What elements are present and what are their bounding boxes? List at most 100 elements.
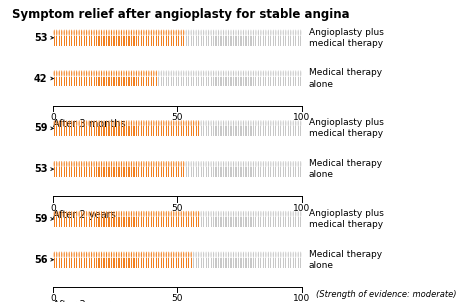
- Ellipse shape: [240, 211, 242, 217]
- Bar: [245, 217, 247, 227]
- Bar: [94, 77, 95, 86]
- Bar: [143, 77, 144, 86]
- Ellipse shape: [78, 30, 80, 36]
- Ellipse shape: [176, 211, 177, 217]
- Bar: [250, 217, 252, 227]
- Bar: [203, 167, 204, 177]
- Ellipse shape: [59, 161, 60, 167]
- Bar: [263, 217, 264, 227]
- Ellipse shape: [111, 70, 112, 77]
- Bar: [295, 77, 296, 86]
- Bar: [228, 36, 229, 46]
- Ellipse shape: [240, 30, 242, 36]
- Ellipse shape: [208, 30, 209, 36]
- Text: 53: 53: [34, 164, 47, 174]
- Bar: [158, 127, 160, 136]
- Bar: [148, 258, 149, 268]
- Bar: [163, 127, 165, 136]
- Ellipse shape: [186, 211, 187, 217]
- Bar: [69, 258, 70, 268]
- Ellipse shape: [248, 30, 249, 36]
- Bar: [138, 167, 140, 177]
- Ellipse shape: [223, 252, 224, 258]
- Bar: [255, 258, 256, 268]
- Bar: [195, 36, 197, 46]
- Text: Symptom relief after angioplasty for stable angina: Symptom relief after angioplasty for sta…: [12, 8, 349, 21]
- Bar: [186, 77, 187, 86]
- Ellipse shape: [228, 211, 229, 217]
- Ellipse shape: [295, 161, 296, 167]
- Bar: [270, 258, 272, 268]
- Bar: [165, 127, 167, 136]
- Bar: [285, 217, 286, 227]
- Bar: [260, 167, 261, 177]
- Ellipse shape: [288, 211, 289, 217]
- Bar: [66, 77, 67, 86]
- Ellipse shape: [133, 161, 135, 167]
- Bar: [233, 77, 234, 86]
- Ellipse shape: [121, 252, 122, 258]
- Text: 53: 53: [34, 33, 47, 43]
- Ellipse shape: [173, 211, 174, 217]
- Ellipse shape: [56, 211, 57, 217]
- Ellipse shape: [83, 70, 85, 77]
- Ellipse shape: [118, 120, 119, 127]
- Bar: [153, 36, 154, 46]
- Ellipse shape: [230, 211, 231, 217]
- Ellipse shape: [188, 120, 189, 127]
- Ellipse shape: [173, 120, 174, 127]
- Ellipse shape: [136, 211, 137, 217]
- Ellipse shape: [74, 252, 75, 258]
- Bar: [56, 217, 57, 227]
- Bar: [176, 217, 177, 227]
- Bar: [141, 217, 142, 227]
- Bar: [290, 36, 291, 46]
- Ellipse shape: [206, 252, 207, 258]
- Bar: [151, 36, 152, 46]
- Ellipse shape: [201, 70, 202, 77]
- Ellipse shape: [161, 161, 162, 167]
- Text: 100: 100: [293, 204, 311, 213]
- Ellipse shape: [275, 161, 277, 167]
- Ellipse shape: [128, 211, 130, 217]
- Bar: [278, 258, 279, 268]
- Bar: [198, 258, 199, 268]
- Ellipse shape: [186, 252, 187, 258]
- Ellipse shape: [74, 30, 75, 36]
- Bar: [228, 167, 229, 177]
- Bar: [230, 258, 231, 268]
- Bar: [161, 167, 162, 177]
- Ellipse shape: [91, 70, 92, 77]
- Ellipse shape: [141, 161, 142, 167]
- Ellipse shape: [230, 252, 231, 258]
- Ellipse shape: [153, 120, 154, 127]
- Ellipse shape: [101, 252, 102, 258]
- Bar: [181, 36, 182, 46]
- Ellipse shape: [230, 161, 231, 167]
- Ellipse shape: [138, 30, 140, 36]
- Bar: [69, 36, 70, 46]
- Bar: [193, 77, 194, 86]
- Ellipse shape: [193, 161, 194, 167]
- Bar: [163, 167, 165, 177]
- Ellipse shape: [133, 120, 135, 127]
- Bar: [203, 127, 204, 136]
- Ellipse shape: [158, 30, 160, 36]
- Bar: [103, 77, 105, 86]
- Ellipse shape: [195, 120, 197, 127]
- Bar: [238, 217, 239, 227]
- Ellipse shape: [113, 120, 115, 127]
- Ellipse shape: [258, 30, 259, 36]
- Ellipse shape: [143, 30, 144, 36]
- Ellipse shape: [178, 252, 179, 258]
- Bar: [64, 36, 65, 46]
- Bar: [233, 167, 234, 177]
- Bar: [265, 167, 266, 177]
- Ellipse shape: [118, 211, 119, 217]
- Ellipse shape: [59, 70, 60, 77]
- Bar: [206, 217, 207, 227]
- Bar: [275, 127, 277, 136]
- Ellipse shape: [260, 211, 261, 217]
- Ellipse shape: [270, 252, 272, 258]
- Ellipse shape: [128, 252, 130, 258]
